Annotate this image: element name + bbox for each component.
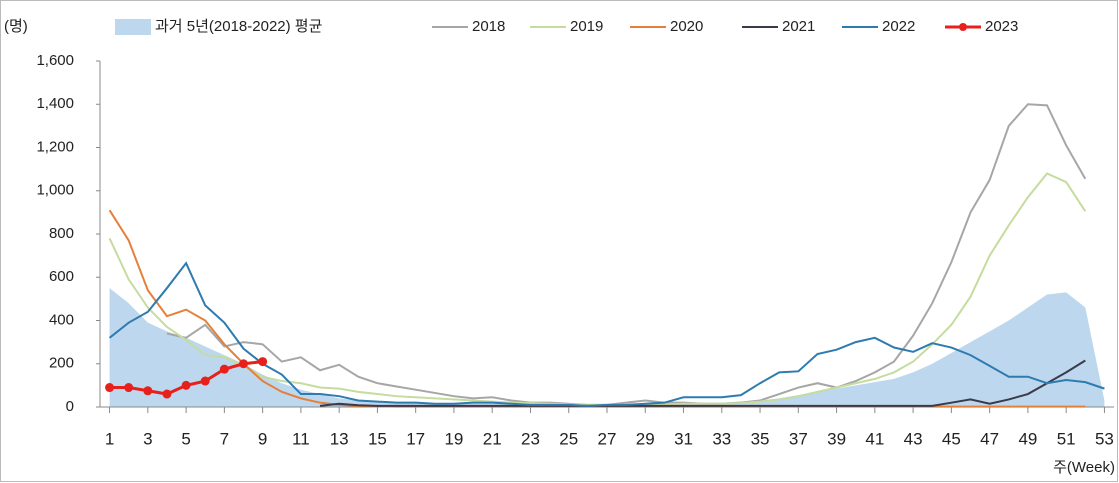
y-tick-label: 800 bbox=[49, 225, 74, 242]
line bbox=[319, 359, 1086, 407]
y-tick-label: 600 bbox=[49, 268, 74, 285]
x-tick-label: 3 bbox=[143, 429, 152, 448]
y-axis-label: (명) bbox=[4, 18, 28, 35]
marker bbox=[238, 359, 248, 369]
legend-label: 2019 bbox=[570, 18, 603, 35]
x-tick-label: 25 bbox=[559, 429, 578, 448]
x-tick-label: 33 bbox=[712, 429, 731, 448]
y-tick-label: 0 bbox=[66, 398, 74, 415]
x-tick-label: 53 bbox=[1095, 429, 1114, 448]
line bbox=[166, 103, 1087, 406]
x-tick-label: 41 bbox=[865, 429, 884, 448]
y-tick-label: 200 bbox=[49, 355, 74, 372]
x-tick-label: 31 bbox=[674, 429, 693, 448]
marker bbox=[219, 364, 229, 374]
legend-label: 2018 bbox=[472, 18, 505, 35]
x-tick-label: 27 bbox=[598, 429, 617, 448]
x-axis-label: 주(Week) bbox=[1053, 459, 1115, 476]
x-tick-label: 29 bbox=[636, 429, 655, 448]
legend-label: 과거 5년(2018-2022) 평균 bbox=[155, 18, 323, 35]
y-tick-label: 1,000 bbox=[36, 182, 74, 199]
legend-marker bbox=[959, 23, 967, 31]
x-tick-label: 43 bbox=[904, 429, 923, 448]
marker bbox=[105, 383, 115, 393]
x-tick-label: 1 bbox=[105, 429, 114, 448]
line bbox=[108, 261, 1105, 407]
x-tick-label: 37 bbox=[789, 429, 808, 448]
marker bbox=[181, 380, 191, 390]
legend-label: 2020 bbox=[670, 18, 703, 35]
x-tick-label: 9 bbox=[258, 429, 267, 448]
x-tick-label: 35 bbox=[751, 429, 770, 448]
legend-label: 2022 bbox=[882, 18, 915, 35]
x-tick-label: 49 bbox=[1018, 429, 1037, 448]
x-tick-label: 45 bbox=[942, 429, 961, 448]
marker bbox=[124, 383, 134, 393]
x-tick-label: 7 bbox=[220, 429, 229, 448]
x-tick-label: 5 bbox=[181, 429, 190, 448]
x-tick-label: 17 bbox=[406, 429, 425, 448]
y-tick-label: 1,200 bbox=[36, 138, 74, 155]
legend-label: 2021 bbox=[782, 18, 815, 35]
y-tick-label: 1,400 bbox=[36, 95, 74, 112]
x-tick-label: 13 bbox=[330, 429, 349, 448]
marker bbox=[200, 376, 210, 386]
legend-label: 2023 bbox=[985, 18, 1018, 35]
x-tick-label: 19 bbox=[444, 429, 463, 448]
x-tick-label: 21 bbox=[483, 429, 502, 448]
y-tick-label: 400 bbox=[49, 311, 74, 328]
x-tick-label: 23 bbox=[521, 429, 540, 448]
legend-swatch bbox=[115, 19, 151, 35]
marker bbox=[258, 357, 268, 367]
area bbox=[109, 288, 1105, 407]
x-tick-label: 47 bbox=[980, 429, 999, 448]
marker bbox=[162, 389, 172, 399]
x-tick-label: 15 bbox=[368, 429, 387, 448]
y-tick-label: 1,600 bbox=[36, 52, 74, 69]
x-tick-label: 51 bbox=[1057, 429, 1076, 448]
x-tick-label: 11 bbox=[292, 429, 310, 448]
x-tick-label: 39 bbox=[827, 429, 846, 448]
marker bbox=[143, 386, 153, 396]
